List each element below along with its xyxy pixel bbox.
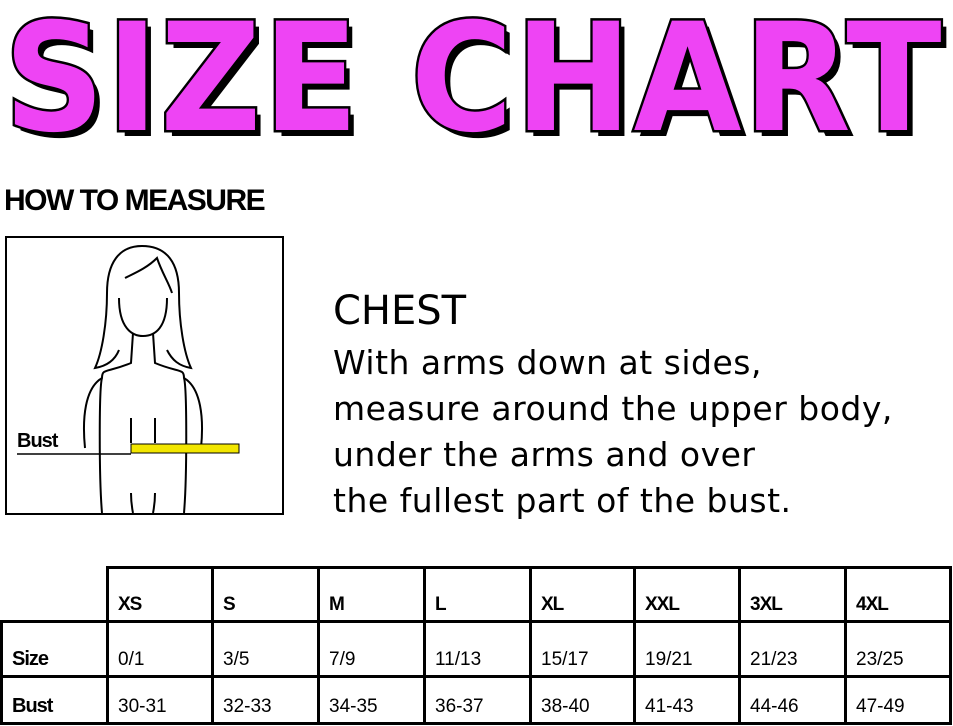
table-cell-text: 44-46 [750, 696, 799, 717]
table-cell-text: 34-35 [329, 696, 378, 717]
table-cell-text: 23/25 [856, 649, 904, 670]
column-header-text: M [329, 594, 345, 615]
table-cell-text: 32-33 [223, 696, 272, 717]
column-header: L [423, 566, 532, 623]
table-cell: 15/17 [529, 620, 636, 678]
table-cell: 36-37 [423, 675, 532, 725]
bust-label: Bust [17, 430, 58, 452]
table-cell: 11/13 [423, 620, 532, 678]
instruction-line: under the arms and over [333, 435, 756, 474]
woman-figure-icon [17, 245, 240, 514]
table-cell: 23/25 [844, 620, 952, 678]
how-to-measure-heading: HOW TO MEASURE [4, 184, 266, 217]
table-cell: 0/1 [106, 620, 214, 678]
table-cell-text: 3/5 [223, 649, 250, 670]
table-cell: 30-31 [106, 675, 214, 725]
table-cell-text: 7/9 [329, 649, 356, 670]
column-header: M [317, 566, 426, 623]
table-cell-text: 21/23 [750, 649, 798, 670]
column-header-text: L [435, 594, 447, 615]
column-header-text: XL [541, 594, 564, 615]
column-header: XL [529, 566, 636, 623]
table-cell: 32-33 [211, 675, 320, 725]
table-cell: 38-40 [529, 675, 636, 725]
table-cell: 34-35 [317, 675, 426, 725]
table-cell-text: 11/13 [435, 649, 482, 670]
chest-instructions: With arms down at sides, measure around … [333, 340, 893, 524]
column-header-text: XS [118, 594, 142, 615]
row-label: Bust [0, 675, 109, 725]
column-header-text: 4XL [856, 594, 889, 615]
row-label-text: Size [12, 648, 49, 670]
table-cell-text: 36-37 [435, 696, 484, 717]
table-cell: 21/23 [738, 620, 847, 678]
column-header: S [211, 566, 320, 623]
row-label-text: Bust [12, 695, 53, 717]
table-cell: 3/5 [211, 620, 320, 678]
table-cell-text: 41-43 [645, 696, 694, 717]
measuring-tape [130, 443, 240, 454]
column-header: 3XL [738, 566, 847, 623]
table-cell-text: 38-40 [541, 696, 590, 717]
chest-heading: CHEST [333, 288, 467, 334]
table-cell: 19/21 [633, 620, 741, 678]
column-header-text: 3XL [750, 594, 783, 615]
table-cell: 7/9 [317, 620, 426, 678]
instruction-line: measure around the upper body, [333, 389, 893, 428]
row-label: Size [0, 620, 109, 678]
instruction-line: With arms down at sides, [333, 343, 762, 382]
table-cell: 41-43 [633, 675, 741, 725]
table-cell-text: 30-31 [118, 696, 167, 717]
column-header: XS [106, 566, 214, 623]
column-header: 4XL [844, 566, 952, 623]
table-cell-text: 0/1 [118, 649, 145, 670]
instruction-line: the fullest part of the bust. [333, 481, 792, 520]
table-cell-text: 15/17 [541, 649, 589, 670]
measure-illustration: Bust [5, 236, 284, 515]
table-cell-text: 47-49 [856, 696, 905, 717]
table-cell: 44-46 [738, 675, 847, 725]
column-header: XXL [633, 566, 741, 623]
column-header-text: XXL [645, 594, 680, 615]
table-cell: 47-49 [844, 675, 952, 725]
table-cell-text: 19/21 [645, 649, 693, 670]
page-title: SIZE CHART [2, 0, 944, 169]
column-header-text: S [223, 594, 236, 615]
